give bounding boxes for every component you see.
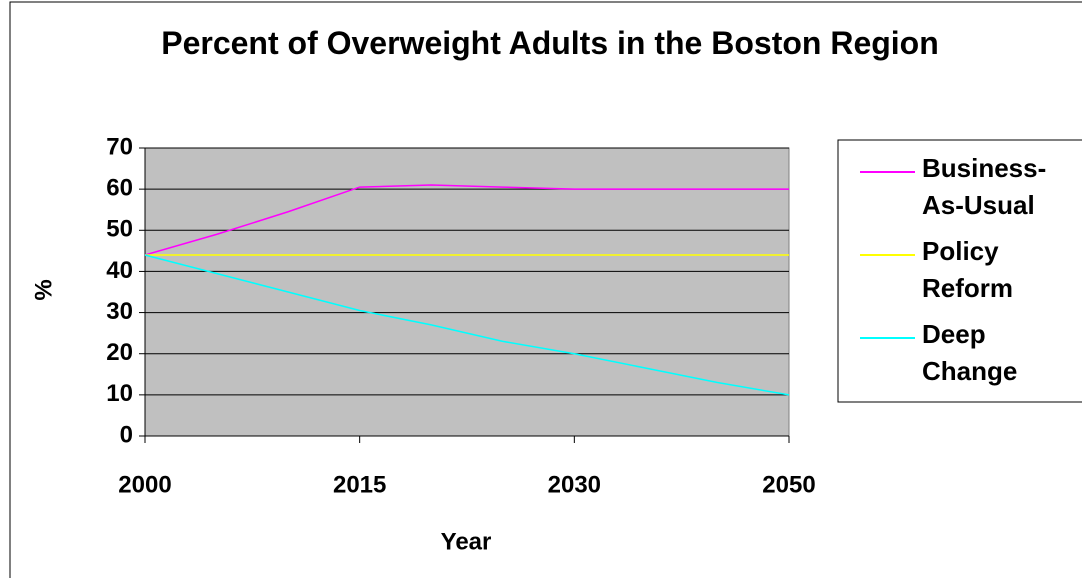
series-line [144, 184, 789, 256]
x-tick-label: 2015 [333, 471, 386, 498]
y-tick-label: 20 [106, 339, 133, 366]
legend-label: Deep Change [922, 319, 1018, 386]
legend-label: Business-As-Usual [922, 153, 1047, 220]
legend-box [837, 139, 1082, 403]
x-tick-label: 2030 [548, 471, 601, 498]
plot-area [144, 147, 790, 437]
y-tick-label: 10 [106, 380, 133, 407]
y-tick-label: 30 [106, 298, 133, 325]
x-tick-label: 2050 [762, 471, 815, 498]
y-tick-label: 70 [106, 133, 133, 160]
chart-frame [9, 1, 1082, 578]
chart-title: Percent of Overweight Adults in the Bost… [161, 25, 939, 61]
legend-label: Policy Reform [922, 236, 1014, 303]
x-axis-label: Year [441, 528, 492, 555]
y-tick-label: 50 [106, 216, 133, 243]
x-tick-label: 2000 [118, 471, 171, 498]
y-tick-label: 40 [106, 257, 133, 284]
series-line [144, 254, 790, 396]
y-axis-label: % [30, 279, 57, 300]
y-tick-label: 0 [120, 421, 133, 448]
y-tick-label: 60 [106, 174, 133, 201]
